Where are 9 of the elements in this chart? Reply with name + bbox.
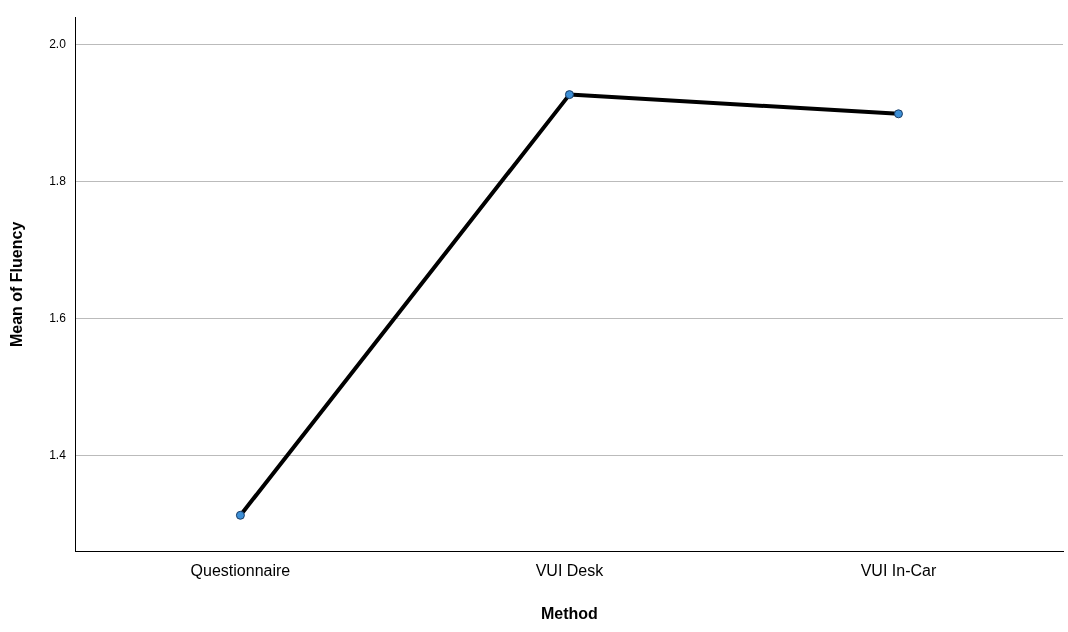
x-tick-label: Questionnaire [190, 561, 291, 579]
y-axis-title: Mean of Fluency [8, 221, 26, 348]
x-tick-label: VUI Desk [535, 561, 605, 579]
y-tick-label: 1.4 [49, 447, 67, 462]
y-tick-label: 1.6 [49, 310, 67, 325]
x-axis-title: Method [541, 604, 598, 622]
x-tick-label: VUI In-Car [860, 561, 937, 579]
y-tick-label: 2.0 [49, 36, 67, 51]
y-tick-label: 1.8 [49, 173, 67, 188]
